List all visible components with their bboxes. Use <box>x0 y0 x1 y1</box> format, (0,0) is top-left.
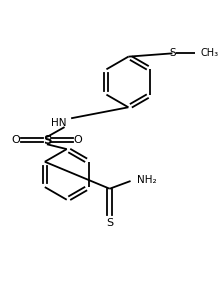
Text: S: S <box>106 218 113 228</box>
Text: S: S <box>43 134 51 147</box>
Text: O: O <box>73 135 82 145</box>
Text: O: O <box>12 135 20 145</box>
Text: NH₂: NH₂ <box>137 175 157 185</box>
Text: S: S <box>169 48 176 58</box>
Text: HN: HN <box>51 118 67 128</box>
Text: CH₃: CH₃ <box>201 48 219 58</box>
